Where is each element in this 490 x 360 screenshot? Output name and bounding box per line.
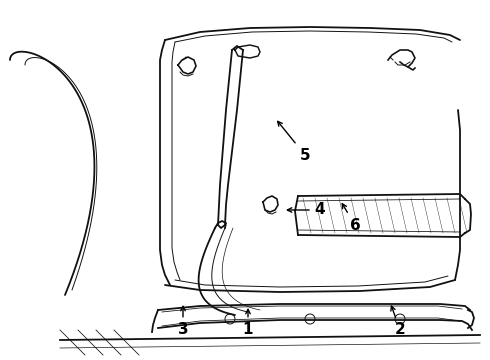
Text: 5: 5 xyxy=(278,121,310,162)
Text: 3: 3 xyxy=(178,306,188,338)
Text: 6: 6 xyxy=(342,204,360,233)
Text: 1: 1 xyxy=(243,309,253,338)
Text: 4: 4 xyxy=(287,202,325,217)
Text: 2: 2 xyxy=(391,306,405,338)
